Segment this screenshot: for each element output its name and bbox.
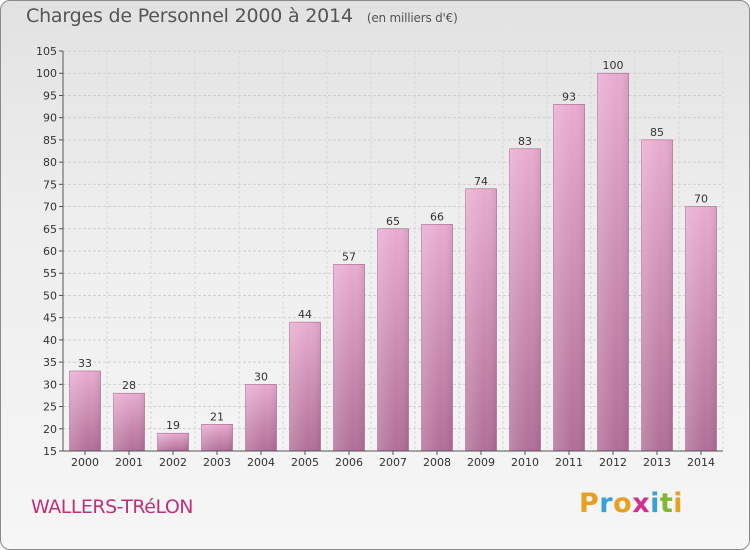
x-tick-label: 2009	[467, 456, 495, 469]
x-tick-label: 2001	[115, 456, 143, 469]
logo-letter: r	[599, 488, 614, 519]
chart-title: Charges de Personnel 2000 à 2014 (en mill…	[26, 5, 458, 27]
tick-labels: 15 20 25 30 35 40 45 50 55 60 65 70 75 80 85 90 95 100 105…	[36, 45, 715, 469]
x-tick-label: 2013	[643, 456, 671, 469]
y-tick-label: 80	[43, 156, 57, 169]
data-labels: 33 28 19 21 30 44 57 65 66 74 83 93 100 85 70	[78, 59, 708, 432]
y-tick-label: 20	[43, 423, 57, 436]
data-label: 93	[562, 90, 576, 103]
x-tick-label: 2007	[379, 456, 407, 469]
bar-shade	[685, 206, 717, 451]
data-label: 83	[518, 135, 532, 148]
bar-shade	[69, 371, 101, 451]
bar-shade	[245, 384, 277, 451]
chart-title-text: Charges de Personnel 2000 à 2014	[26, 5, 353, 27]
x-tick-label: 2003	[203, 456, 231, 469]
x-tick-label: 2005	[291, 456, 319, 469]
logo-letter: i	[650, 488, 660, 519]
bar-shade	[333, 264, 365, 451]
data-label: 33	[78, 357, 92, 370]
bar-shade	[641, 139, 673, 451]
y-tick-label: 100	[36, 67, 57, 80]
x-tick-label: 2011	[555, 456, 583, 469]
data-label: 57	[342, 250, 356, 263]
x-tick-label: 2014	[687, 456, 715, 469]
data-label: 30	[254, 370, 268, 383]
bar-shade	[377, 228, 409, 451]
bar-shade	[509, 148, 541, 451]
y-tick-label: 70	[43, 201, 57, 214]
bar-shade	[113, 393, 145, 451]
y-tick-label: 25	[43, 401, 57, 414]
y-tick-label: 105	[36, 45, 57, 58]
bar-shade	[157, 433, 189, 451]
x-tick-label: 2006	[335, 456, 363, 469]
data-label: 19	[166, 419, 180, 432]
y-tick-label: 95	[43, 89, 57, 102]
data-label: 70	[694, 193, 708, 206]
data-label: 65	[386, 215, 400, 228]
bar-shade	[421, 224, 453, 451]
bar-shade	[553, 104, 585, 451]
y-tick-label: 60	[43, 245, 57, 258]
x-tick-label: 2004	[247, 456, 275, 469]
proxiti-logo: Proxiti	[579, 488, 683, 519]
data-label: 44	[298, 308, 312, 321]
x-tick-label: 2002	[159, 456, 187, 469]
x-tick-label: 2012	[599, 456, 627, 469]
data-label: 85	[650, 126, 664, 139]
logo-letter: t	[659, 488, 674, 519]
x-tick-label: 2000	[71, 456, 99, 469]
chart-unit: (en milliers d'€)	[366, 11, 458, 25]
data-label: 21	[210, 410, 224, 423]
bar-shade	[201, 424, 233, 451]
bar-shade	[289, 322, 321, 451]
y-tick-label: 15	[43, 445, 57, 458]
y-tick-label: 40	[43, 334, 57, 347]
y-tick-label: 45	[43, 312, 57, 325]
y-tick-label: 30	[43, 378, 57, 391]
logo-letter: x	[632, 488, 651, 519]
y-tick-label: 55	[43, 267, 57, 280]
bars	[69, 72, 717, 452]
x-tick-label: 2010	[511, 456, 539, 469]
logo-letter: o	[613, 488, 633, 519]
data-label: 66	[430, 210, 444, 223]
data-label: 28	[122, 379, 136, 392]
y-tick-label: 35	[43, 356, 57, 369]
y-tick-label: 65	[43, 223, 57, 236]
bar-shade	[597, 73, 629, 451]
data-label: 100	[603, 59, 624, 72]
y-tick-label: 90	[43, 112, 57, 125]
logo-letter: i	[673, 488, 684, 519]
y-tick-label: 85	[43, 134, 57, 147]
data-label: 74	[474, 175, 488, 188]
axes	[59, 50, 723, 455]
bar-shade	[465, 188, 497, 451]
logo-letter: P	[579, 488, 600, 519]
x-tick-label: 2008	[423, 456, 451, 469]
y-tick-label: 75	[43, 178, 57, 191]
y-tick-label: 50	[43, 289, 57, 302]
place-name: WALLERS-TRéLON	[31, 496, 194, 518]
